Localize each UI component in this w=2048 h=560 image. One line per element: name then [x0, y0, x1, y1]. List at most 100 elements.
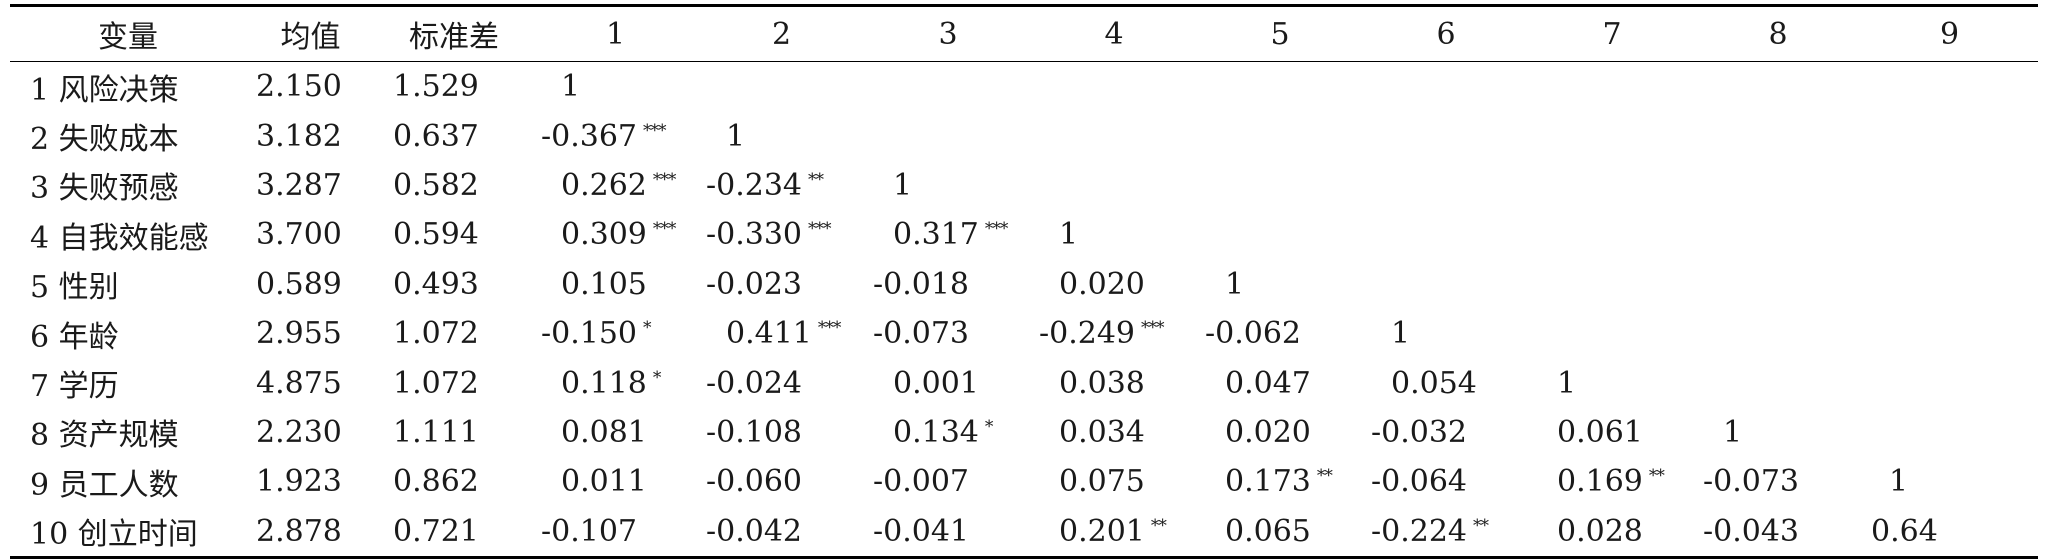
row-std-dev: 0.721 — [393, 513, 479, 549]
correlation-cell — [1197, 161, 1363, 210]
correlation-cell: 0.201 ** — [1031, 507, 1197, 558]
correlation-value: 0.028 — [1557, 513, 1643, 549]
row-mean: 3.287 — [256, 167, 342, 203]
table-row: 3 失败预感 3.287 0.582 0.262 *** -0.234 ** 1 — [10, 161, 2038, 210]
correlation-cell: -0.234 ** — [698, 161, 865, 210]
row-variable-name: 8 资产规模 — [30, 418, 179, 454]
correlation-value: -0.042 — [706, 513, 803, 549]
correlation-value: 0.001 — [893, 365, 979, 401]
correlation-value: -0.073 — [1703, 464, 1800, 500]
correlation-value: 0.173 — [1225, 464, 1311, 500]
correlation-cell: 0.411 *** — [698, 309, 865, 358]
correlation-cell: -0.330 *** — [698, 210, 865, 259]
row-variable-name: 1 风险决策 — [30, 72, 179, 108]
correlation-cell: -0.062 — [1197, 309, 1363, 358]
correlation-value: 0.411 — [726, 316, 812, 352]
row-variable-name: 6 年龄 — [30, 319, 119, 355]
significance-marker: *** — [817, 318, 841, 339]
correlation-cell: -0.042 — [698, 507, 865, 558]
correlation-cell — [1695, 161, 1861, 210]
correlation-value: -0.018 — [873, 266, 970, 302]
correlation-cell: 1 — [698, 111, 865, 160]
correlation-cell: 1 — [533, 62, 698, 112]
correlation-cell — [1695, 260, 1861, 309]
correlation-value: 0.061 — [1557, 414, 1643, 450]
correlation-cell: 0.64 — [1861, 507, 2038, 558]
table-row: 10 创立时间 2.878 0.721 -0.107 -0.042 -0.041 0.201… — [10, 507, 2038, 558]
correlation-value: 1 — [1557, 365, 1577, 401]
correlation-cell: 0.309 *** — [533, 210, 698, 259]
correlation-cell: -0.107 — [533, 507, 698, 558]
correlation-cell — [1861, 210, 2038, 259]
correlation-value: -0.007 — [873, 464, 970, 500]
correlation-value: 1 — [561, 69, 581, 105]
correlation-value: 1 — [1059, 217, 1079, 253]
correlation-table: 变量 均值 标准差 1 2 3 4 5 6 7 8 9 1 风险决策 2.150 1… — [10, 4, 2038, 559]
row-mean: 3.700 — [256, 217, 342, 253]
table-row: 5 性别 0.589 0.493 0.105 -0.023 -0.018 0.020 1 — [10, 260, 2038, 309]
correlation-value: 0.034 — [1059, 414, 1145, 450]
row-std-dev: 0.637 — [393, 118, 479, 154]
correlation-cell: 0.038 — [1031, 358, 1197, 407]
correlation-cell: -0.024 — [698, 358, 865, 407]
correlation-cell — [1695, 62, 1861, 112]
significance-marker: * — [643, 318, 651, 339]
header-col-7: 7 — [1602, 16, 1622, 52]
row-mean: 2.150 — [256, 69, 342, 105]
header-col-1: 1 — [605, 16, 626, 52]
correlation-cell — [865, 111, 1031, 160]
correlation-value: 0.201 — [1059, 513, 1145, 549]
correlation-cell: -0.018 — [865, 260, 1031, 309]
correlation-cell — [1695, 210, 1861, 259]
correlation-cell — [1861, 358, 2038, 407]
correlation-cell: -0.007 — [865, 457, 1031, 506]
correlation-cell — [1861, 62, 2038, 112]
correlation-table-container: 变量 均值 标准差 1 2 3 4 5 6 7 8 9 1 风险决策 2.150 1… — [10, 4, 2038, 559]
row-mean: 3.182 — [256, 118, 342, 154]
correlation-cell: -0.032 — [1363, 408, 1529, 457]
correlation-cell: 0.105 — [533, 260, 698, 309]
correlation-cell — [1197, 210, 1363, 259]
correlation-cell: 0.020 — [1031, 260, 1197, 309]
correlation-cell — [1695, 358, 1861, 407]
correlation-cell — [1529, 111, 1695, 160]
correlation-cell — [1529, 161, 1695, 210]
table-row: 8 资产规模 2.230 1.111 0.081 -0.108 0.134 * 0.034 0.… — [10, 408, 2038, 457]
correlation-cell — [1197, 111, 1363, 160]
correlation-value: 1 — [1889, 464, 1909, 500]
correlation-value: 0.134 — [893, 414, 979, 450]
header-col-3: 3 — [938, 16, 958, 52]
row-variable-name: 7 学历 — [30, 369, 119, 405]
row-variable-name: 4 自我效能感 — [30, 220, 209, 256]
correlation-cell — [1363, 161, 1529, 210]
row-mean: 1.923 — [256, 464, 342, 500]
correlation-value: 0.038 — [1059, 365, 1145, 401]
correlation-value: -0.062 — [1205, 316, 1302, 352]
correlation-value: 0.169 — [1557, 464, 1643, 500]
correlation-cell: -0.043 — [1695, 507, 1861, 558]
correlation-cell — [1363, 62, 1529, 112]
significance-marker: ** — [1473, 515, 1489, 536]
correlation-cell: 0.081 — [533, 408, 698, 457]
row-std-dev: 1.529 — [393, 69, 479, 105]
correlation-value: 0.317 — [893, 217, 979, 253]
significance-marker: *** — [808, 219, 831, 240]
significance-marker: *** — [1141, 318, 1164, 339]
correlation-cell: 0.075 — [1031, 457, 1197, 506]
correlation-cell — [698, 62, 865, 112]
correlation-cell: -0.073 — [865, 309, 1031, 358]
table-row: 9 员工人数 1.923 0.862 0.011 -0.060 -0.007 0.075 0.… — [10, 457, 2038, 506]
correlation-cell — [1861, 408, 2038, 457]
correlation-cell: 0.054 — [1363, 358, 1529, 407]
row-std-dev: 1.111 — [393, 414, 479, 450]
correlation-value: -0.234 — [706, 167, 803, 203]
correlation-value: 0.047 — [1225, 365, 1311, 401]
significance-marker: *** — [652, 219, 676, 240]
correlation-cell: 1 — [1031, 210, 1197, 259]
header-col-6: 6 — [1436, 16, 1456, 52]
correlation-value: -0.060 — [706, 464, 803, 500]
correlation-value: 0.105 — [561, 266, 647, 302]
correlation-cell: 0.134 * — [865, 408, 1031, 457]
correlation-value: -0.064 — [1371, 464, 1468, 500]
correlation-cell: 1 — [1695, 408, 1861, 457]
